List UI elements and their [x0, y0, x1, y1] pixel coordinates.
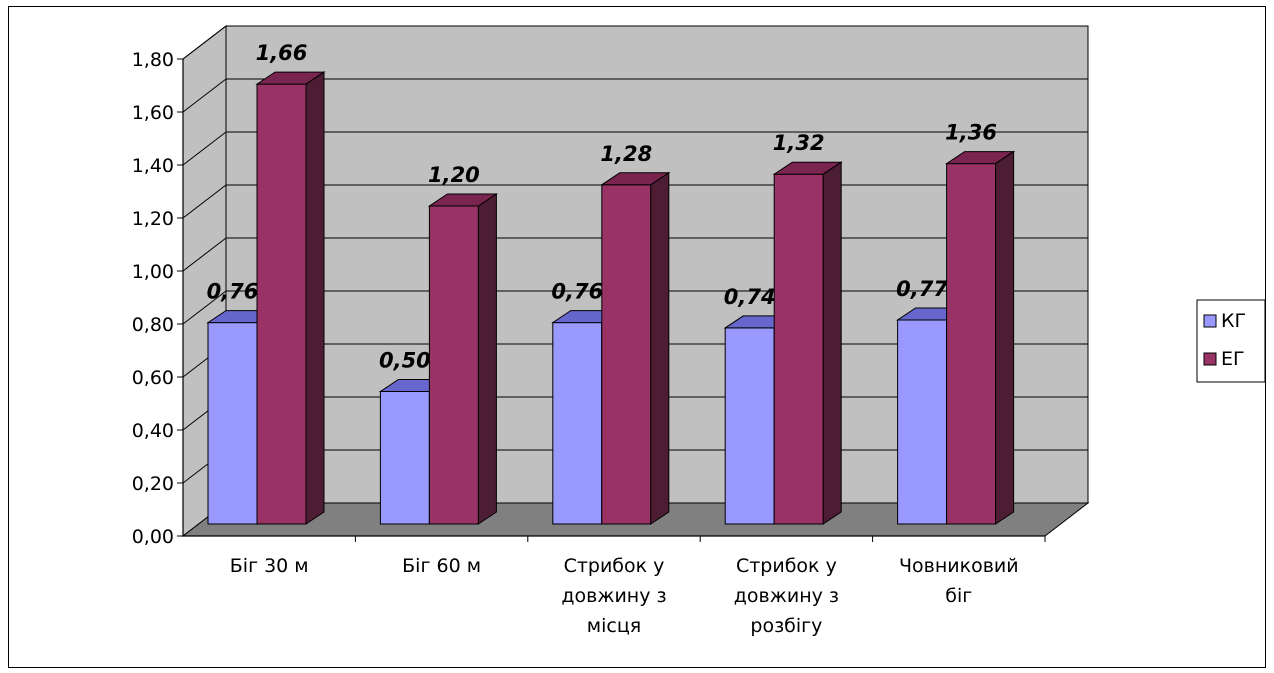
- category-label: місця: [587, 615, 641, 637]
- category-label: Човниковий: [899, 555, 1019, 577]
- y-tick-label: 0,20: [132, 473, 174, 495]
- bar-front: [428, 205, 479, 525]
- data-label: 0,76: [551, 280, 603, 304]
- y-tick-label: 1,60: [132, 102, 174, 124]
- category-label: довжину з: [561, 585, 666, 607]
- bar-front: [773, 173, 824, 525]
- gridline-diagonal: [182, 237, 227, 272]
- bar-side: [305, 71, 325, 525]
- y-tick-label: 1,80: [132, 49, 174, 71]
- y-tick-label: 1,20: [132, 208, 174, 230]
- bar-front: [207, 322, 258, 525]
- gridline-diagonal: [182, 184, 227, 219]
- y-tick-label: 0,80: [132, 314, 174, 336]
- bar-front: [256, 83, 307, 525]
- y-tick-label: 0,60: [132, 367, 174, 389]
- data-label: 0,77: [896, 277, 948, 301]
- gridline-diagonal: [182, 78, 227, 113]
- legend-swatch: [1203, 352, 1217, 366]
- bar-side: [477, 193, 497, 525]
- bar-side: [822, 161, 842, 525]
- gridline-diagonal: [182, 131, 227, 166]
- legend-label: КГ: [1221, 310, 1246, 332]
- bar-front: [552, 322, 603, 525]
- category-label: довжину з: [734, 585, 839, 607]
- data-label: 0,74: [724, 285, 776, 309]
- bar-side: [650, 171, 670, 525]
- data-label: 1,36: [945, 121, 997, 145]
- bar-front: [601, 184, 652, 525]
- legend-label: ЕГ: [1221, 348, 1245, 370]
- bar-ЕГ-4: [944, 150, 1016, 525]
- category-label: Стрибок у: [736, 555, 837, 577]
- category-label: Біг 60 м: [402, 555, 481, 577]
- bar-ЕГ-2: [600, 171, 671, 525]
- data-label: 0,50: [379, 349, 431, 373]
- category-label: Стрибок у: [564, 555, 665, 577]
- category-label: біг: [945, 585, 972, 607]
- y-tick-label: 0,40: [132, 420, 174, 442]
- data-label: 0,76: [207, 280, 259, 304]
- bar-ЕГ-0: [255, 71, 326, 525]
- bar-ЕГ-3: [772, 161, 843, 525]
- legend: [1196, 299, 1266, 383]
- gridline-diagonal: [182, 25, 227, 60]
- bar-side: [995, 150, 1015, 525]
- bar-front: [724, 327, 775, 525]
- bar-front: [897, 319, 948, 525]
- data-label: 1,66: [256, 41, 308, 65]
- bar-front: [946, 163, 997, 525]
- bar-ЕГ-1: [427, 193, 499, 525]
- y-tick-label: 1,40: [132, 155, 174, 177]
- legend-swatch: [1203, 314, 1217, 328]
- legend-box: [1196, 299, 1266, 383]
- gridline-diagonal: [182, 290, 227, 325]
- y-tick-label: 0,00: [132, 526, 174, 548]
- data-label: 1,28: [600, 142, 652, 166]
- bar-front: [379, 391, 430, 525]
- data-label: 1,32: [773, 131, 825, 155]
- data-label: 1,20: [428, 163, 480, 187]
- category-label: Біг 30 м: [230, 555, 309, 577]
- y-tick-label: 1,00: [132, 261, 174, 283]
- category-label: розбігу: [750, 615, 822, 637]
